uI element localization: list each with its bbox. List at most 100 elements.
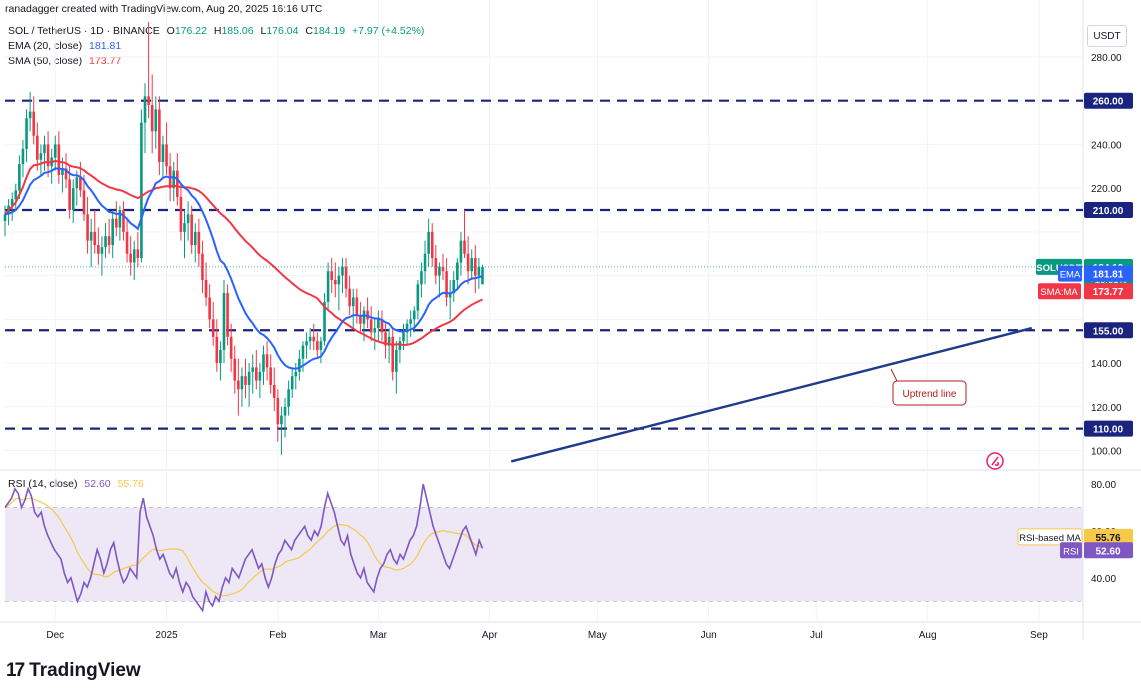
price-tick-label: 140.00 xyxy=(1091,359,1122,370)
sma-value: 173.77 xyxy=(89,55,122,67)
rsi-value-label: 55.76 xyxy=(1095,533,1120,544)
candle-body xyxy=(416,284,420,311)
rsi-ma-legend-value: 55.76 xyxy=(117,478,144,490)
candle-body xyxy=(89,231,93,241)
candle-body xyxy=(387,336,391,346)
candle-body xyxy=(391,336,395,372)
time-tick-label: Sep xyxy=(1030,630,1048,641)
candle-body xyxy=(190,214,193,245)
candle-body xyxy=(305,341,308,346)
candles[interactable] xyxy=(3,22,484,455)
candle-body xyxy=(344,266,348,289)
candle-body xyxy=(10,199,14,206)
candle-body xyxy=(204,279,208,298)
rsi-name-tag xyxy=(1060,542,1082,559)
candle-body xyxy=(441,266,445,272)
candle-body xyxy=(398,341,402,350)
time-tick-label: Jul xyxy=(810,630,823,641)
candle-body xyxy=(359,314,362,324)
candle-body xyxy=(323,301,326,342)
candle-body xyxy=(143,96,147,123)
sma-50-line xyxy=(4,159,483,347)
uptrend-line-group[interactable]: Uptrend line xyxy=(510,326,1033,463)
candle-body xyxy=(3,214,7,221)
candle-body xyxy=(158,109,161,162)
candle-body xyxy=(118,210,122,228)
price-tags: SOLUSDT184.19+16.61%07:43:29EMA181.81SMA… xyxy=(5,258,1133,559)
moving-averages xyxy=(4,159,483,370)
event-marker-glyph xyxy=(991,456,999,466)
time-tick-label: Apr xyxy=(482,630,498,641)
candle-body xyxy=(219,349,222,364)
change-value: +7.97 (+4.52%) xyxy=(352,25,425,37)
candle-body xyxy=(43,144,46,154)
candle-body xyxy=(255,367,258,381)
candle-body xyxy=(150,105,154,132)
rsi-name-label: RSI xyxy=(1063,546,1079,557)
ema-20-line xyxy=(4,167,483,370)
candle-body xyxy=(132,249,136,263)
rsi-legend-value: 52.60 xyxy=(84,478,111,490)
currency-button[interactable]: USDT xyxy=(1087,25,1127,47)
open-label: O xyxy=(166,25,175,37)
rsi-legend[interactable]: RSI (14, close) 52.60 55.76 xyxy=(8,478,148,490)
tradingview-logo[interactable]: 17 TradingView xyxy=(6,660,141,682)
candle-body xyxy=(79,177,82,191)
indicator-value-tag xyxy=(1084,265,1133,282)
rsi-value-tag xyxy=(1084,542,1133,559)
candle-body xyxy=(21,148,25,165)
candle-body xyxy=(197,231,201,254)
time-tick-label: Mar xyxy=(370,630,388,641)
price-chart[interactable]: 260.00 210.00 155.00 110.00 Uptrend line 10… xyxy=(0,0,1141,660)
candle-body xyxy=(251,367,255,372)
time-tick-label: Jun xyxy=(701,630,717,641)
uptrend-line xyxy=(510,326,1033,463)
candle-body xyxy=(298,358,301,372)
candle-body xyxy=(330,271,333,280)
ema-legend[interactable]: EMA (20, close) 181.81 xyxy=(8,40,125,52)
candle-body xyxy=(57,144,61,176)
sma-legend[interactable]: SMA (50, close) 173.77 xyxy=(8,55,125,67)
candle-body xyxy=(154,109,158,132)
candle-body xyxy=(269,367,272,385)
candle-body xyxy=(100,247,104,254)
level-tag xyxy=(1084,420,1133,437)
time-tick-label: Aug xyxy=(919,630,937,641)
time-tick-label: May xyxy=(588,630,607,641)
candle-body xyxy=(377,319,380,329)
candle-body xyxy=(97,245,100,254)
candle-body xyxy=(477,266,481,276)
symbol-name[interactable]: SOL / TetherUS · 1D · BINANCE xyxy=(8,25,160,37)
level-tag-label: 155.00 xyxy=(1093,326,1124,337)
indicator-name-tag xyxy=(1038,283,1081,300)
candle-body xyxy=(165,144,168,167)
candle-body xyxy=(384,332,387,346)
time-tick-label: Dec xyxy=(46,630,64,641)
symbol-legend[interactable]: SOL / TetherUS · 1D · BINANCE O176.22 H1… xyxy=(8,25,428,37)
rsi-lines xyxy=(4,483,484,613)
candle-body xyxy=(448,293,452,298)
candle-body xyxy=(36,135,39,160)
candle-body xyxy=(237,380,240,390)
candle-body xyxy=(136,249,140,259)
candle-body xyxy=(18,164,21,191)
price-tick-label: 240.00 xyxy=(1091,140,1122,151)
price-tick-label: 280.00 xyxy=(1091,53,1122,64)
candle-body xyxy=(240,376,244,390)
candle-body xyxy=(114,218,118,228)
chart-credit: ranadagger created with TradingView.com,… xyxy=(5,3,323,15)
level-tag xyxy=(1084,202,1133,219)
close-value: 184.19 xyxy=(312,25,346,37)
candle-body xyxy=(452,279,456,294)
candle-body xyxy=(369,319,373,333)
candle-body xyxy=(147,96,150,106)
candle-body xyxy=(481,266,484,285)
candle-body xyxy=(122,210,125,232)
candle-body xyxy=(301,345,305,359)
candle-body xyxy=(430,231,434,259)
candle-body xyxy=(438,266,441,276)
candle-body xyxy=(53,144,57,158)
time-tick-label: 2025 xyxy=(155,630,178,641)
indicator-name-label: SMA:MA xyxy=(1040,287,1078,298)
candle-body xyxy=(412,310,416,320)
